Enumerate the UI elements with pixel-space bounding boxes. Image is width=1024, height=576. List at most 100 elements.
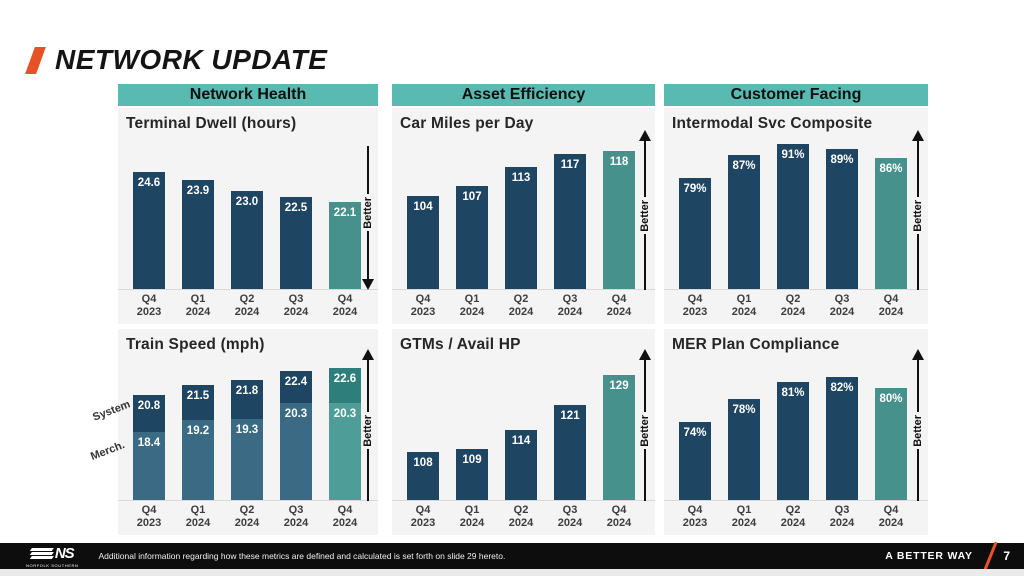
x-axis-label: Q2 2024: [508, 504, 534, 529]
bar-value-label: 117: [560, 159, 580, 172]
ns-speed-lines-icon: [29, 546, 54, 560]
x-axis-labels: Q4 2023 Q1 2024 Q2 2024 Q3 2024 Q4 2024: [392, 504, 655, 530]
bar-q2-2024: 113: [505, 166, 537, 289]
better-arrow-up: Better: [361, 349, 375, 502]
arrow-line: [643, 360, 647, 412]
bar-q3-2024: 82%: [826, 376, 858, 500]
bar-q2-2024: 81%: [777, 382, 809, 500]
chart-plot: 104 107 113 117 118 Better: [392, 130, 655, 291]
page-title: NETWORK UPDATE: [55, 44, 328, 75]
arrow-down-icon: [362, 279, 374, 291]
x-axis-label: Q1 2024: [185, 293, 211, 318]
bar-q2-2024: 23.0: [231, 191, 263, 289]
arrow-line: [916, 141, 920, 197]
bar-value-label-system: 20.8: [137, 400, 161, 413]
chart-title-gtms-avail-hp: GTMs / Avail HP: [400, 336, 521, 353]
bar-value-label-system: 21.8: [235, 385, 259, 398]
x-axis-label: Q2 2024: [508, 293, 534, 318]
arrow-line: [643, 141, 647, 197]
bar-q1-2024: 107: [456, 186, 488, 289]
bar-value-label: 23.0: [235, 196, 259, 209]
footer-right: A BETTER WAY 7: [885, 541, 1010, 571]
x-axis-label: Q3 2024: [829, 504, 855, 529]
bar-q4-2024: 86%: [875, 157, 907, 289]
bar-value-label: 104: [413, 200, 433, 213]
arrow-line: [643, 449, 647, 502]
bar-value-label: 22.5: [284, 202, 308, 215]
arrow-line: [366, 449, 370, 502]
bar-value-label: 74%: [683, 426, 707, 439]
arrow-line: [643, 234, 647, 291]
bar-value-label: 118: [609, 155, 629, 168]
x-axis-labels: Q4 2023 Q1 2024 Q2 2024 Q3 2024 Q4 2024: [118, 504, 378, 530]
bar-q3-2024: 22.4 20.3: [280, 370, 312, 500]
bars-area: 108 109 114 121 129: [392, 357, 655, 501]
better-arrow-up: Better: [638, 349, 652, 502]
x-axis-label: Q2 2024: [234, 504, 260, 529]
arrow-line: [366, 146, 370, 194]
x-axis-label: Q4 2023: [682, 504, 708, 529]
x-axis-label: Q3 2024: [283, 293, 309, 318]
ns-logo-mark: NS: [29, 545, 75, 562]
bar-value-label: 113: [511, 171, 531, 184]
bar-value-label: 22.1: [333, 207, 357, 220]
bar-overlay-merch: 18.4: [133, 432, 165, 500]
bar-value-label-merch: 19.2: [186, 425, 210, 438]
x-axis-label: Q2 2024: [780, 293, 806, 318]
x-axis-labels: Q4 2023 Q1 2024 Q2 2024 Q3 2024 Q4 2024: [664, 293, 928, 319]
chart-title-intermodal-svc-composite: Intermodal Svc Composite: [672, 115, 873, 132]
bar-overlay-merch: 20.3: [280, 403, 312, 500]
bars-area: 79% 87% 91% 89% 86%: [664, 138, 928, 290]
footer: NS NORFOLK SOUTHERN Additional informati…: [0, 541, 1024, 571]
bar-value-label: 87%: [732, 160, 756, 173]
better-arrow-up: Better: [638, 130, 652, 291]
x-axis-label: Q4 2024: [606, 504, 632, 529]
chart-plot: 108 109 114 121 129 Better: [392, 349, 655, 502]
x-axis-label: Q1 2024: [459, 293, 485, 318]
better-arrow-down: Better: [361, 146, 375, 291]
bars-area: 20.8 18.4 21.5 19.2 21.8 19.3 22.4 20.3 22.6 20.3: [118, 357, 378, 501]
chart-panel-gtms-avail-hp: GTMs / Avail HP 108 109 114 121 129 Better Q4 20…: [392, 329, 655, 535]
title-slash-icon: [25, 46, 46, 74]
better-label: Better: [912, 414, 924, 447]
x-axis-label: Q1 2024: [731, 293, 757, 318]
bar-value-label-merch: 20.3: [284, 408, 308, 421]
bar-value-label-merch: 19.3: [235, 423, 259, 436]
bars-area: 74% 78% 81% 82% 80%: [664, 357, 928, 501]
bar-q4-2023: 24.6: [133, 171, 165, 289]
bar-value-label: 82%: [830, 381, 854, 394]
better-arrow-up: Better: [911, 130, 925, 291]
chart-panel-terminal-dwell: Terminal Dwell (hours) 24.6 23.9 23.0 22.5 22…: [118, 108, 378, 324]
bar-q3-2024: 89%: [826, 149, 858, 289]
x-axis-label: Q3 2024: [557, 293, 583, 318]
x-axis-label: Q4 2024: [878, 293, 904, 318]
footer-disclaimer: Additional information regarding how the…: [98, 551, 506, 561]
bar-q4-2023: 104: [407, 195, 439, 289]
footer-tagline: A BETTER WAY: [885, 550, 973, 562]
x-axis-labels: Q4 2023 Q1 2024 Q2 2024 Q3 2024 Q4 2024: [664, 504, 928, 530]
bar-value-label: 91%: [781, 148, 805, 161]
column-header-customer-facing: Customer Facing: [664, 84, 928, 106]
column-header-asset-efficiency: Asset Efficiency: [392, 84, 655, 106]
bar-q2-2024: 91%: [777, 143, 809, 289]
bar-value-label-system: 21.5: [186, 389, 210, 402]
x-axis-label: Q4 2024: [606, 293, 632, 318]
arrow-line: [916, 449, 920, 502]
x-axis-labels: Q4 2023 Q1 2024 Q2 2024 Q3 2024 Q4 2024: [118, 293, 378, 319]
x-axis-label: Q2 2024: [780, 504, 806, 529]
bar-overlay-merch: 19.2: [182, 420, 214, 500]
bars-area: 24.6 23.9 23.0 22.5 22.1: [118, 138, 378, 290]
x-axis-label: Q3 2024: [283, 504, 309, 529]
chart-title-mer-plan-compliance: MER Plan Compliance: [672, 336, 840, 353]
bar-value-label: 114: [511, 435, 531, 448]
bar-value-label: 81%: [781, 387, 805, 400]
x-axis-label: Q2 2024: [234, 293, 260, 318]
x-axis-label: Q4 2023: [410, 293, 436, 318]
bar-q3-2024: 22.5: [280, 197, 312, 289]
x-axis-label: Q1 2024: [459, 504, 485, 529]
better-label: Better: [362, 196, 374, 229]
bar-value-label: 79%: [683, 182, 707, 195]
bar-q4-2024: 22.6 20.3: [329, 367, 361, 500]
bar-q2-2024: 114: [505, 430, 537, 500]
bar-q1-2024: 87%: [728, 155, 760, 289]
